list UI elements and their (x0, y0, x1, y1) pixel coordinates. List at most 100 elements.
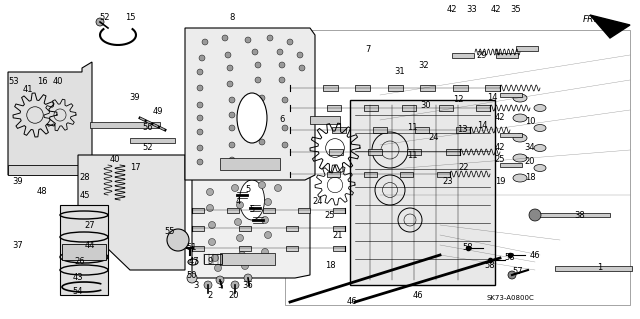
Bar (90, 122, 160, 128)
Circle shape (96, 18, 104, 26)
Bar (332, 127, 346, 133)
Circle shape (257, 122, 263, 128)
Text: 54: 54 (73, 287, 83, 296)
Text: 42: 42 (491, 5, 501, 14)
Bar (220, 253, 275, 265)
Text: 25: 25 (324, 211, 335, 219)
Circle shape (282, 51, 289, 58)
Text: 40: 40 (109, 155, 120, 165)
Bar (192, 207, 204, 212)
Circle shape (197, 102, 203, 108)
Text: 42: 42 (495, 144, 505, 152)
Bar (327, 105, 341, 111)
Bar (407, 149, 421, 155)
Circle shape (259, 182, 266, 189)
Bar (364, 172, 376, 176)
Bar (355, 85, 370, 91)
Text: 52: 52 (100, 13, 110, 23)
Circle shape (262, 249, 269, 256)
Bar (290, 127, 304, 133)
Bar (333, 226, 345, 231)
Text: 36: 36 (243, 280, 253, 290)
Circle shape (222, 35, 228, 41)
Polygon shape (192, 32, 310, 278)
Text: 57: 57 (513, 268, 524, 277)
Circle shape (197, 129, 203, 135)
Text: 37: 37 (13, 241, 24, 249)
Circle shape (199, 55, 205, 61)
Circle shape (246, 48, 253, 56)
Circle shape (229, 125, 235, 131)
Text: 20: 20 (525, 158, 535, 167)
Bar (329, 149, 343, 155)
Bar (8, 165, 90, 175)
Bar (290, 172, 303, 176)
Circle shape (282, 66, 289, 73)
Ellipse shape (513, 154, 527, 162)
Text: 51: 51 (187, 243, 197, 253)
Text: 46: 46 (413, 291, 423, 300)
Text: 52: 52 (143, 144, 153, 152)
Circle shape (197, 159, 203, 165)
Bar (535, 213, 610, 217)
Bar (516, 46, 538, 50)
Text: 8: 8 (229, 13, 235, 23)
Circle shape (237, 112, 243, 118)
Circle shape (259, 139, 265, 145)
Bar (496, 53, 518, 57)
Text: 40: 40 (52, 78, 63, 86)
Text: 43: 43 (73, 273, 83, 283)
Circle shape (264, 232, 271, 239)
Text: 33: 33 (467, 5, 477, 14)
Circle shape (282, 142, 288, 148)
Circle shape (214, 264, 221, 271)
Bar (420, 85, 435, 91)
Circle shape (197, 115, 203, 121)
Text: 30: 30 (420, 100, 431, 109)
Circle shape (202, 39, 208, 45)
Bar (446, 149, 460, 155)
Circle shape (239, 251, 246, 258)
Circle shape (204, 281, 212, 289)
Bar (290, 85, 305, 91)
Circle shape (255, 62, 261, 68)
Circle shape (262, 217, 269, 224)
Circle shape (207, 189, 214, 196)
Ellipse shape (534, 145, 546, 152)
Bar (452, 53, 474, 57)
Circle shape (282, 97, 288, 103)
Circle shape (257, 167, 264, 174)
Bar (130, 137, 175, 143)
Circle shape (259, 95, 265, 101)
Circle shape (239, 64, 246, 71)
Text: 25: 25 (495, 155, 505, 165)
Text: 12: 12 (452, 95, 463, 105)
Ellipse shape (513, 94, 527, 102)
Bar (310, 116, 340, 124)
Circle shape (197, 69, 203, 75)
Ellipse shape (534, 165, 546, 172)
Circle shape (252, 49, 258, 55)
Bar (192, 246, 204, 250)
Circle shape (229, 142, 235, 148)
Circle shape (297, 52, 303, 58)
Text: 10: 10 (525, 117, 535, 127)
Text: 22: 22 (459, 164, 469, 173)
Text: 24: 24 (429, 133, 439, 143)
Text: 18: 18 (324, 261, 335, 270)
Circle shape (197, 145, 203, 151)
Text: 39: 39 (13, 177, 23, 187)
Text: 2: 2 (207, 291, 212, 300)
Circle shape (282, 99, 289, 106)
Circle shape (205, 101, 211, 108)
Text: 4: 4 (236, 197, 241, 206)
Circle shape (245, 37, 251, 43)
Circle shape (225, 78, 232, 85)
Bar (192, 226, 204, 231)
Text: 46: 46 (530, 250, 540, 259)
Circle shape (244, 274, 252, 282)
Bar (239, 246, 251, 250)
Text: 18: 18 (525, 174, 535, 182)
Text: 35: 35 (511, 5, 522, 14)
Bar (323, 85, 337, 91)
